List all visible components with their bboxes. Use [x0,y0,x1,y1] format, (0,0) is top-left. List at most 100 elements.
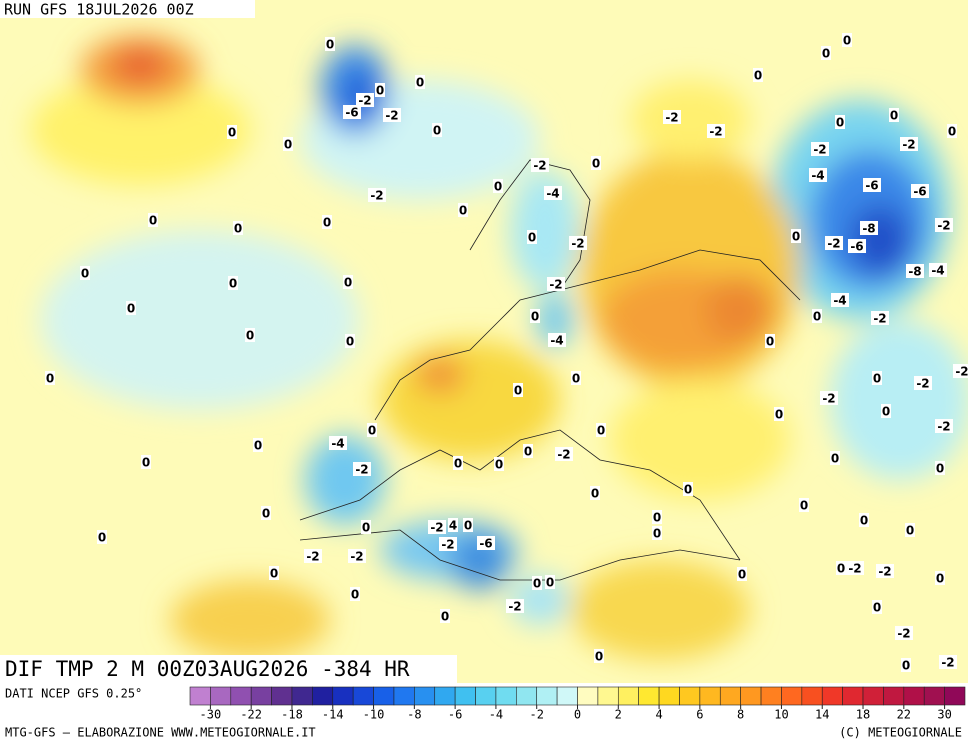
contour-label: -2 [848,562,861,576]
contour-label: 0 [775,408,783,422]
contour-label-bg [547,277,565,291]
colorbar-swatch [373,686,395,706]
contour-label: -4 [550,334,563,348]
colorbar-swatch [883,686,905,706]
colorbar-swatch [556,686,578,706]
colorbar-swatch [210,686,232,706]
contour-label: 0 [346,335,354,349]
contour-label: 0 [433,124,441,138]
contour-label-bg [325,37,335,51]
contour-label-bg [45,371,55,385]
contour-label: 0 [376,84,384,98]
colorbar-swatch [944,686,966,706]
contour-label-bg [911,184,929,198]
contour-label: -2 [508,600,521,614]
contour-label-bg [876,564,894,578]
contour-label: -2 [878,565,891,579]
contour-label-bg [428,520,446,534]
contour-label: 0 [948,125,956,139]
contour-label: -8 [908,265,921,279]
run-label: RUN GFS 18JUL2026 00Z [4,1,194,19]
contour-label-bg [652,510,662,524]
colorbar-swatch [230,686,252,706]
contour-label-bg [791,229,801,243]
contour-label: 0 [494,180,502,194]
contour-label-bg [821,46,831,60]
colorbar-swatch [862,686,884,706]
contour-label-bg [348,549,366,563]
contour-label-bg [929,263,947,277]
colorbar-swatch [577,686,599,706]
colorbar-label: 6 [696,708,703,722]
contour-label: 0 [368,424,376,438]
contour-label-bg [356,93,374,107]
colorbar-swatch [250,686,272,706]
contour-label-bg [283,137,293,151]
contour-label: 0 [873,372,881,386]
contour-label: 0 [254,439,262,453]
contour-label: -2 [430,521,443,535]
contour-label: -2 [350,550,363,564]
contour-label: 0 [441,610,449,624]
contour-label-bg [774,407,784,421]
contour-label: 0 [416,76,424,90]
contour-label: 0 [592,157,600,171]
contour-label: -2 [370,189,383,203]
contour-label: 0 [323,216,331,230]
contour-label: 0 [754,69,762,83]
contour-label: 0 [813,310,821,324]
footer-right: (C) METEOGIORNALE [839,726,962,740]
contour-label: -2 [955,365,968,379]
colorbar-swatch [189,686,211,706]
contour-label: -4 [833,294,846,308]
contour-label-bg [914,376,932,390]
contour-label-bg [860,221,878,235]
colorbar-label: -4 [489,708,503,722]
contour-label-bg [889,108,899,122]
contour-label: 0 [597,424,605,438]
contour-label-bg [148,213,158,227]
contour-label-bg [245,328,255,342]
contour-label-bg [350,587,360,601]
contour-label-bg [872,600,882,614]
contour-label-bg [939,655,957,669]
contour-label: 0 [837,562,845,576]
contour-label-bg [905,523,915,537]
colorbar-swatch [495,686,517,706]
colorbar-swatch [842,686,864,706]
contour-label-bg [513,383,523,397]
contour-label: -2 [557,448,570,462]
contour-label-bg [432,123,442,137]
colorbar-swatch [760,686,782,706]
contour-label: 0 [836,116,844,130]
contour-label-bg [831,293,849,307]
contour-label-bg [548,333,566,347]
contour-label: 0 [766,335,774,349]
colorbar-label: -14 [322,708,344,722]
colorbar-swatch [658,686,680,706]
contour-label: 0 [653,527,661,541]
contour-label: 0 [684,483,692,497]
contour-label: 0 [531,310,539,324]
contour-label: -2 [306,550,319,564]
contour-label-bg [477,536,495,550]
contour-label: -2 [897,627,910,641]
colorbar-label: 8 [737,708,744,722]
contour-label-bg [848,239,866,253]
contour-label-bg [453,456,463,470]
contour-label: -8 [862,222,875,236]
contour-label: -2 [916,377,929,391]
colorbar-swatch [475,686,497,706]
contour-label: 0 [902,659,910,673]
contour-label: -4 [811,169,824,183]
contour-label: 0 [890,109,898,123]
contour-label: 0 [454,457,462,471]
contour-label: 0 [591,487,599,501]
colorbar-swatch [679,686,701,706]
contour-label-bg [439,537,457,551]
contour-label: 0 [464,519,472,533]
contour-label-bg [375,83,385,97]
contour-label-bg [953,364,968,378]
contour-label: -6 [850,240,863,254]
contour-label: 0 [882,405,890,419]
